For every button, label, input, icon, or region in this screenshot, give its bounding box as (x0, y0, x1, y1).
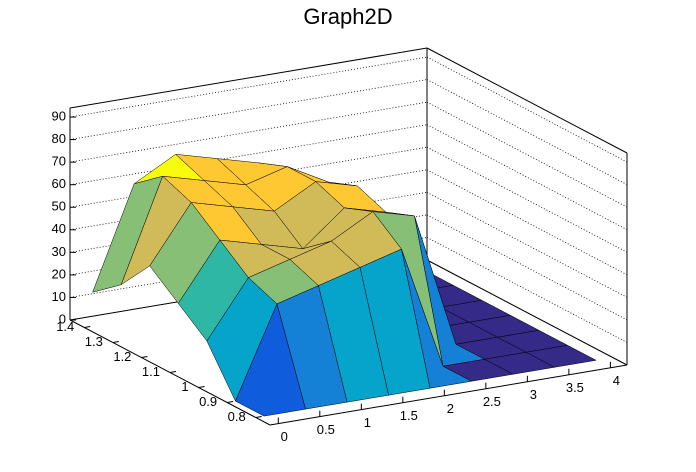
tick-mark (198, 386, 205, 388)
grid-line (69, 79, 428, 140)
y-tick-label: 1.4 (56, 319, 74, 334)
x-tick-label: 0 (281, 429, 288, 444)
grid-line (426, 169, 628, 276)
tick-mark (112, 341, 119, 343)
x-tick-label: 3.5 (566, 380, 584, 395)
y-tick-label: 0.8 (228, 409, 246, 424)
y-tick-label: 1 (181, 379, 188, 394)
grid-line (426, 101, 628, 208)
y-tick-label: 0.9 (199, 394, 217, 409)
box-edge (426, 259, 628, 366)
grid-line (69, 237, 428, 298)
x-tick-label: 1 (364, 415, 371, 430)
grid-line (426, 146, 628, 253)
x-tick-label: 4 (613, 373, 620, 388)
axis-line (269, 364, 628, 426)
surface-cell (235, 303, 306, 417)
grid-line (426, 79, 628, 185)
tick-mark (227, 401, 234, 403)
z-tick-label: 50 (52, 199, 66, 214)
z-tick-label: 20 (52, 266, 66, 281)
grid-line (426, 56, 628, 163)
plot-area: 0 10 20 30 40 50 60 70 80 90 0 0.5 1 1.5 2 2.5 3 3.5 4 0.8 0… (52, 47, 628, 444)
y-tick-label: 1.2 (113, 349, 131, 364)
x-tick-label: 3 (530, 387, 537, 402)
z-tick-label: 10 (52, 289, 66, 304)
y-tick-label: 1.3 (85, 334, 103, 349)
tick-mark (169, 371, 177, 373)
x-tick-label: 2.5 (483, 394, 501, 409)
y-tick-label: 1.1 (142, 364, 160, 379)
x-tick-label: 0.5 (317, 422, 335, 437)
grid-line (69, 56, 428, 118)
x-tick-label: 2 (447, 401, 454, 416)
grid-line (69, 101, 428, 163)
tick-mark (141, 356, 148, 358)
z-tick-label: 30 (52, 244, 66, 259)
tick-mark (255, 416, 262, 418)
z-tick-label: 70 (52, 154, 66, 169)
box-edge (426, 47, 628, 154)
grid-line (69, 259, 428, 321)
z-tick-label: 60 (52, 176, 66, 191)
tick-mark (84, 326, 91, 328)
grid-line (69, 124, 428, 186)
z-tick-label: 40 (52, 221, 66, 236)
box-edge (69, 47, 428, 109)
grid-line (426, 191, 628, 298)
z-tick-label: 80 (52, 131, 66, 146)
grid-line (426, 124, 628, 231)
x-tick-label: 1.5 (400, 408, 418, 423)
z-tick-label: 0 (59, 311, 66, 326)
z-tick-label: 90 (52, 108, 66, 123)
chart-title: Graph2D (303, 4, 392, 29)
